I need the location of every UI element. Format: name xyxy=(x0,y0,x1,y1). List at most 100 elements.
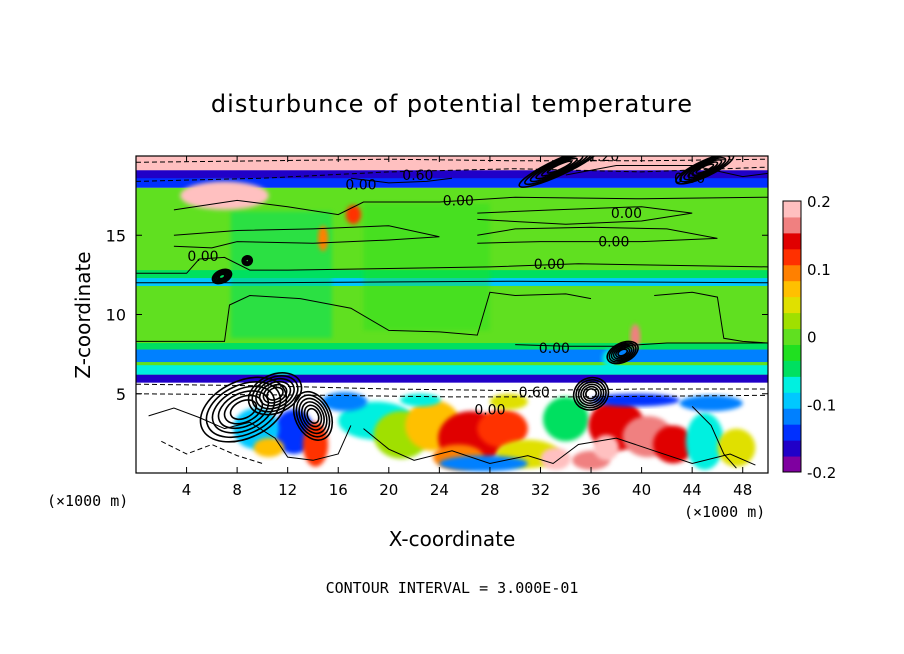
colorbar-swatch-15 xyxy=(783,216,801,234)
contour-cluster-7-2 xyxy=(529,156,590,183)
contour-cluster-0-2 xyxy=(211,385,276,434)
contour-label-3: 0.00 xyxy=(674,171,705,187)
colorbar-swatch-4 xyxy=(783,392,801,409)
field-patch-8 xyxy=(543,396,589,442)
contour-z10-right xyxy=(654,291,768,344)
contour-cluster-4-0 xyxy=(606,340,639,365)
contour-cluster-0-1 xyxy=(205,381,282,439)
contour-z15-left xyxy=(173,225,440,249)
contour-cluster-5-2 xyxy=(214,270,230,283)
contour-label-11: 0.00 xyxy=(474,403,505,419)
colorbar-tick-label-1: 0.1 xyxy=(807,261,831,279)
contour-cluster-1-2 xyxy=(255,377,295,410)
contour-lines xyxy=(136,156,768,469)
x-tick-label-2: 12 xyxy=(278,481,297,499)
colorbar-swatch-6 xyxy=(783,360,801,377)
colorbar-tick-label-0: 0.2 xyxy=(807,193,831,211)
contour-lower-2 xyxy=(363,428,756,466)
colorbar-swatch-8 xyxy=(783,328,801,345)
contour-cluster-8-0 xyxy=(675,156,735,185)
x-tick-label-6: 28 xyxy=(480,481,499,499)
contour-z13 xyxy=(136,256,768,274)
y-tick-label-2: 15 xyxy=(106,226,126,245)
field-small-patch-1 xyxy=(345,205,361,225)
contour-dashed-5 xyxy=(136,383,768,392)
y-axis-ticks: 5 10 15 xyxy=(106,226,768,404)
field-patch-19 xyxy=(321,392,368,412)
contour-cluster-7-0 xyxy=(518,156,601,188)
field-patch-4 xyxy=(477,409,528,448)
contour-interval-note: CONTOUR INTERVAL = 3.000E-01 xyxy=(326,579,579,597)
contour-cluster-6-5 xyxy=(244,258,250,263)
contour-cluster-3-3 xyxy=(580,383,602,404)
contour-cluster-5-0 xyxy=(211,268,233,285)
field-patch-13 xyxy=(717,428,756,467)
colorbar-swatch-13 xyxy=(783,248,801,266)
field-cyan-strip xyxy=(136,365,768,375)
contour-cluster-3-5 xyxy=(585,388,598,400)
field-small-patch-0 xyxy=(180,181,269,210)
contour-cluster-1-0 xyxy=(247,372,303,416)
contour-label-0: 0.00 xyxy=(345,178,376,194)
contour-cluster-4-3 xyxy=(612,345,633,360)
contour-cluster-8-1 xyxy=(679,156,731,183)
contour-label-5: 0.00 xyxy=(611,206,642,222)
contour-cluster-1-3 xyxy=(258,380,292,407)
contour-cluster-0-0 xyxy=(199,376,288,443)
contour-cluster-7-1 xyxy=(524,156,595,186)
colorbar-tick-label-3: -0.1 xyxy=(807,396,836,414)
field-patch-18 xyxy=(253,438,284,458)
x-tick-label-4: 20 xyxy=(379,481,398,499)
colorbar-swatch-2 xyxy=(783,424,801,441)
x-tick-label-10: 44 xyxy=(683,481,702,499)
contour-lower-1 xyxy=(148,407,352,461)
field-patch-22 xyxy=(591,393,680,407)
field-patch-23 xyxy=(679,395,743,412)
x-tick-label-5: 24 xyxy=(430,481,449,499)
colorbar-swatch-12 xyxy=(783,264,801,282)
field-small-patch-2 xyxy=(318,225,329,252)
field-patch-21 xyxy=(489,393,528,410)
contour-cluster-1-1 xyxy=(251,375,299,413)
contour-cluster-7-4 xyxy=(540,157,578,177)
contour-cluster-8-3 xyxy=(687,159,723,179)
field-patch-12 xyxy=(685,412,724,470)
contour-cluster-3-4 xyxy=(582,385,600,402)
x-tick-label-11: 48 xyxy=(733,481,752,499)
plot-area: 0.00 0.60 1.20 0.00 0.00 0.00 0.00 0.00 0.00 0.00… xyxy=(136,149,768,473)
y-axis-label: Z-coordinate xyxy=(71,251,95,378)
contour-cluster-4-4 xyxy=(615,346,631,359)
contour-cluster-3-2 xyxy=(577,381,605,407)
field-upper-navy-band xyxy=(136,170,768,179)
colorbar-swatch-3 xyxy=(783,408,801,425)
colorbar-swatch-1 xyxy=(783,440,801,457)
contour-label-10: 0.60 xyxy=(519,385,550,401)
colorbar-tick-label-4: -0.2 xyxy=(807,464,836,482)
x-tick-label-1: 8 xyxy=(232,481,242,499)
x-tick-label-0: 4 xyxy=(182,481,192,499)
contour-cluster-1-5 xyxy=(266,386,284,401)
contour-z16-right xyxy=(477,206,693,225)
colorbar-swatch-0 xyxy=(783,456,801,473)
contour-z12 xyxy=(136,280,768,284)
x-unit-left: (×1000 m) xyxy=(47,492,128,510)
x-tick-label-3: 16 xyxy=(329,481,348,499)
contour-cluster-8-4 xyxy=(691,161,719,177)
field-lower-cyan-band xyxy=(136,343,768,350)
colorbar-swatch-10 xyxy=(783,296,801,314)
contour-label-1: 0.60 xyxy=(402,168,433,184)
contour-cluster-2-4 xyxy=(303,404,323,428)
contour-label-2: 1.20 xyxy=(588,149,619,165)
contour-lower-dashed xyxy=(161,440,263,464)
contour-dashed-19 xyxy=(136,166,768,182)
contour-label-8: 0.00 xyxy=(187,249,218,265)
field-navy-strip xyxy=(136,374,768,383)
contour-cluster-5-3 xyxy=(215,271,229,282)
colorbar-swatch-11 xyxy=(783,280,801,298)
y-tick-label-1: 10 xyxy=(106,306,126,325)
x-unit-right: (×1000 m) xyxy=(684,503,765,521)
contour-labels: 0.00 0.60 1.20 0.00 0.00 0.00 0.00 0.00 0.00 0.00… xyxy=(187,149,705,419)
contour-cluster-2-3 xyxy=(300,401,325,431)
colorbar-swatch-14 xyxy=(783,232,801,250)
